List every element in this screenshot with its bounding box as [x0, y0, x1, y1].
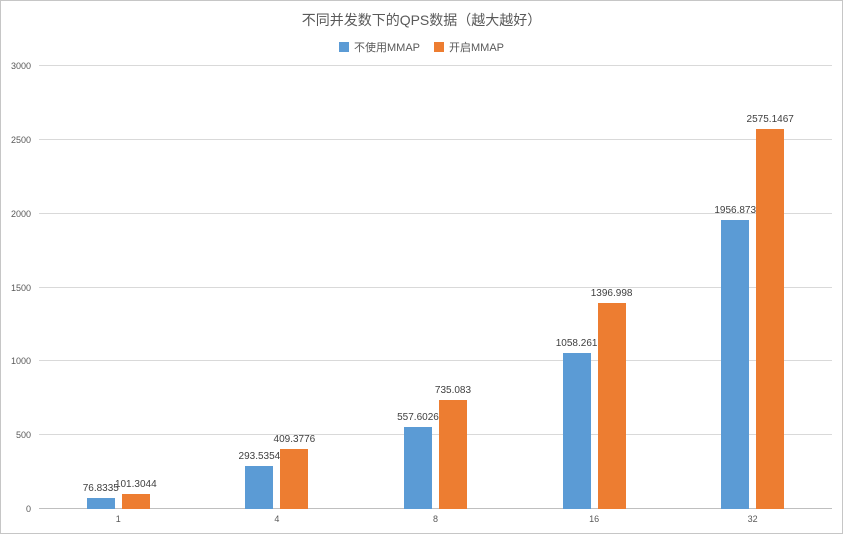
x-tick-label: 1	[115, 514, 121, 524]
bar-group-8: 557.6026 735.083	[356, 66, 515, 509]
chart-title: 不同并发数下的QPS数据（越大越好）	[301, 12, 542, 28]
bar-group-4: 293.5354 409.3776	[198, 66, 357, 509]
y-tick-label: 1000	[10, 356, 31, 367]
x-axis-line	[39, 508, 832, 509]
gridline	[39, 138, 832, 140]
bar-开启MMAP-4: 409.3776	[274, 434, 315, 509]
bar-value-label: 1058.261	[555, 337, 598, 349]
legend-swatch-icon	[434, 42, 444, 52]
bar-value-label: 101.3044	[114, 479, 157, 491]
chart-legend: 不使用MMAP 开启MMAP	[1, 39, 842, 55]
y-tick-label: 0	[25, 504, 31, 514]
bar-group-1: 76.8335 101.3044	[39, 66, 198, 509]
x-axis: 1 4 8 16 32	[39, 514, 832, 528]
bar-value-label: 735.083	[434, 385, 472, 397]
bar-value-label: 2575.1467	[746, 113, 794, 125]
bar-不使用MMAP-32: 1956.873	[714, 205, 756, 509]
legend-label: 不使用MMAP	[354, 42, 420, 54]
legend-label: 开启MMAP	[449, 42, 504, 54]
gridline	[39, 434, 832, 436]
y-tick-label: 500	[15, 430, 31, 441]
x-tick-label: 16	[589, 514, 600, 524]
gridline	[39, 286, 832, 288]
bar-group-32: 1956.873 2575.1467	[673, 66, 832, 509]
gridline	[39, 360, 832, 362]
bar-不使用MMAP-16: 1058.261	[556, 338, 597, 509]
bar-value-label: 1396.998	[590, 287, 633, 299]
y-tick-label: 3000	[10, 61, 31, 71]
bar-value-label: 1956.873	[714, 205, 757, 217]
bar-开启MMAP-1: 101.3044	[115, 479, 157, 509]
legend-swatch-icon	[339, 42, 349, 52]
bar-group-16: 1058.261 1396.998	[515, 66, 674, 509]
legend-item: 开启MMAP	[434, 39, 504, 55]
bar-不使用MMAP-1: 76.8335	[83, 483, 119, 509]
gridline	[39, 65, 832, 66]
bar-开启MMAP-16: 1396.998	[591, 288, 632, 509]
bar-value-label: 76.8335	[82, 482, 119, 494]
x-tick-label: 32	[747, 514, 758, 524]
legend-item: 不使用MMAP	[339, 39, 420, 55]
x-tick-label: 8	[432, 514, 438, 524]
y-tick-label: 1500	[10, 282, 31, 293]
bar-value-label: 409.3776	[273, 433, 316, 445]
y-axis: 0 500 1000 1500 2000 2500 3000	[1, 61, 33, 514]
bar-value-label: 293.5354	[238, 450, 281, 462]
bar-开启MMAP-8: 735.083	[435, 385, 471, 509]
bar-不使用MMAP-8: 557.6026	[397, 412, 439, 509]
y-tick-label: 2500	[10, 134, 31, 145]
y-tick-label: 2000	[10, 208, 31, 219]
plot-area: 76.8335 101.3044 293.5354 409.3776 557.6026 7…	[39, 65, 832, 509]
gridline	[39, 212, 832, 214]
bar-value-label: 557.6026	[397, 411, 439, 423]
bar-不使用MMAP-4: 293.5354	[239, 451, 280, 509]
x-tick-label: 4	[274, 514, 280, 524]
bar-开启MMAP-32: 2575.1467	[747, 114, 794, 509]
